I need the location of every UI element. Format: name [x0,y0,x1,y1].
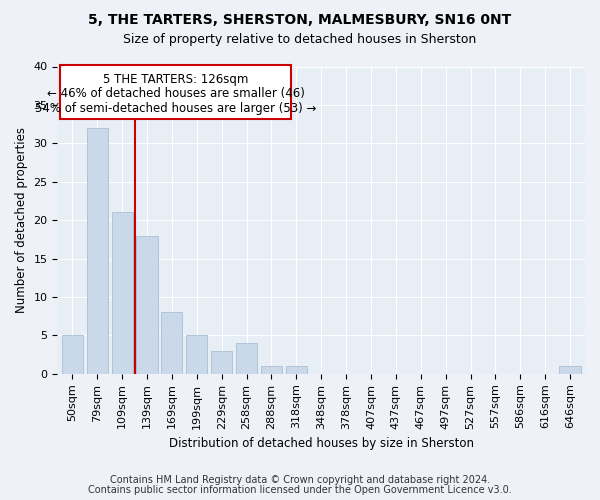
Text: ← 46% of detached houses are smaller (46): ← 46% of detached houses are smaller (46… [47,87,305,100]
Bar [136,236,158,374]
Bar [112,212,133,374]
Bar [62,336,83,374]
Bar [211,351,232,374]
Bar [559,366,581,374]
Text: Contains HM Land Registry data © Crown copyright and database right 2024.: Contains HM Land Registry data © Crown c… [110,475,490,485]
Bar [261,366,282,374]
Y-axis label: Number of detached properties: Number of detached properties [15,127,28,313]
Text: 5, THE TARTERS, SHERSTON, MALMESBURY, SN16 0NT: 5, THE TARTERS, SHERSTON, MALMESBURY, SN… [88,12,512,26]
Text: 54% of semi-detached houses are larger (53) →: 54% of semi-detached houses are larger (… [35,102,316,115]
FancyBboxPatch shape [60,65,292,118]
Text: 5 THE TARTERS: 126sqm: 5 THE TARTERS: 126sqm [103,72,248,86]
Bar [161,312,182,374]
Text: Size of property relative to detached houses in Sherston: Size of property relative to detached ho… [124,32,476,46]
Text: Contains public sector information licensed under the Open Government Licence v3: Contains public sector information licen… [88,485,512,495]
Bar [286,366,307,374]
Bar [236,343,257,374]
Bar [186,336,208,374]
Bar [86,128,108,374]
X-axis label: Distribution of detached houses by size in Sherston: Distribution of detached houses by size … [169,437,474,450]
